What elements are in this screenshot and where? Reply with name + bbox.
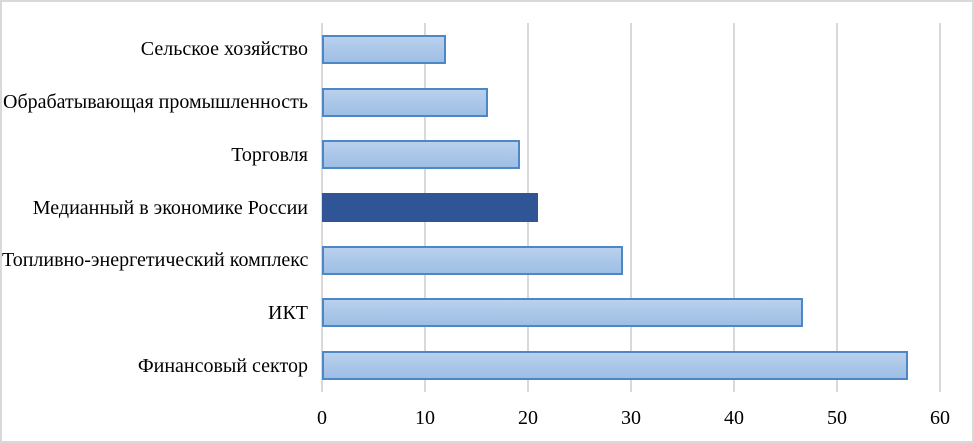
bar-7 xyxy=(322,351,909,381)
category-label-1: Сельское хозяйство xyxy=(140,38,308,61)
x-tick-label-60: 60 xyxy=(930,407,950,429)
x-tick-label-40: 40 xyxy=(724,407,744,429)
bar-5 xyxy=(322,245,623,275)
category-label-3: Торговля xyxy=(231,143,308,166)
x-tick-label-0: 0 xyxy=(317,407,327,429)
category-label-6: ИКТ xyxy=(268,301,308,324)
category-label-5: Топливно-энергетический комплекс xyxy=(2,249,309,272)
x-tick-label-20: 20 xyxy=(518,407,538,429)
category-label-7: Финансовый сектор xyxy=(137,354,308,377)
gridline-60 xyxy=(939,23,941,392)
x-tick-label-30: 30 xyxy=(621,407,641,429)
bar-2 xyxy=(322,87,488,117)
bar-highlighted-4 xyxy=(322,193,539,222)
gridline-30 xyxy=(630,23,632,392)
category-label-2: Обрабатывающая промышленность xyxy=(3,91,308,114)
bar-3 xyxy=(322,140,520,170)
x-tick-label-50: 50 xyxy=(827,407,847,429)
bar-6 xyxy=(322,298,803,328)
gridline-50 xyxy=(836,23,838,392)
bar-1 xyxy=(322,34,446,64)
x-tick-label-10: 10 xyxy=(415,407,435,429)
gridline-40 xyxy=(733,23,735,392)
category-label-4: Медианный в экономике России xyxy=(32,196,308,219)
